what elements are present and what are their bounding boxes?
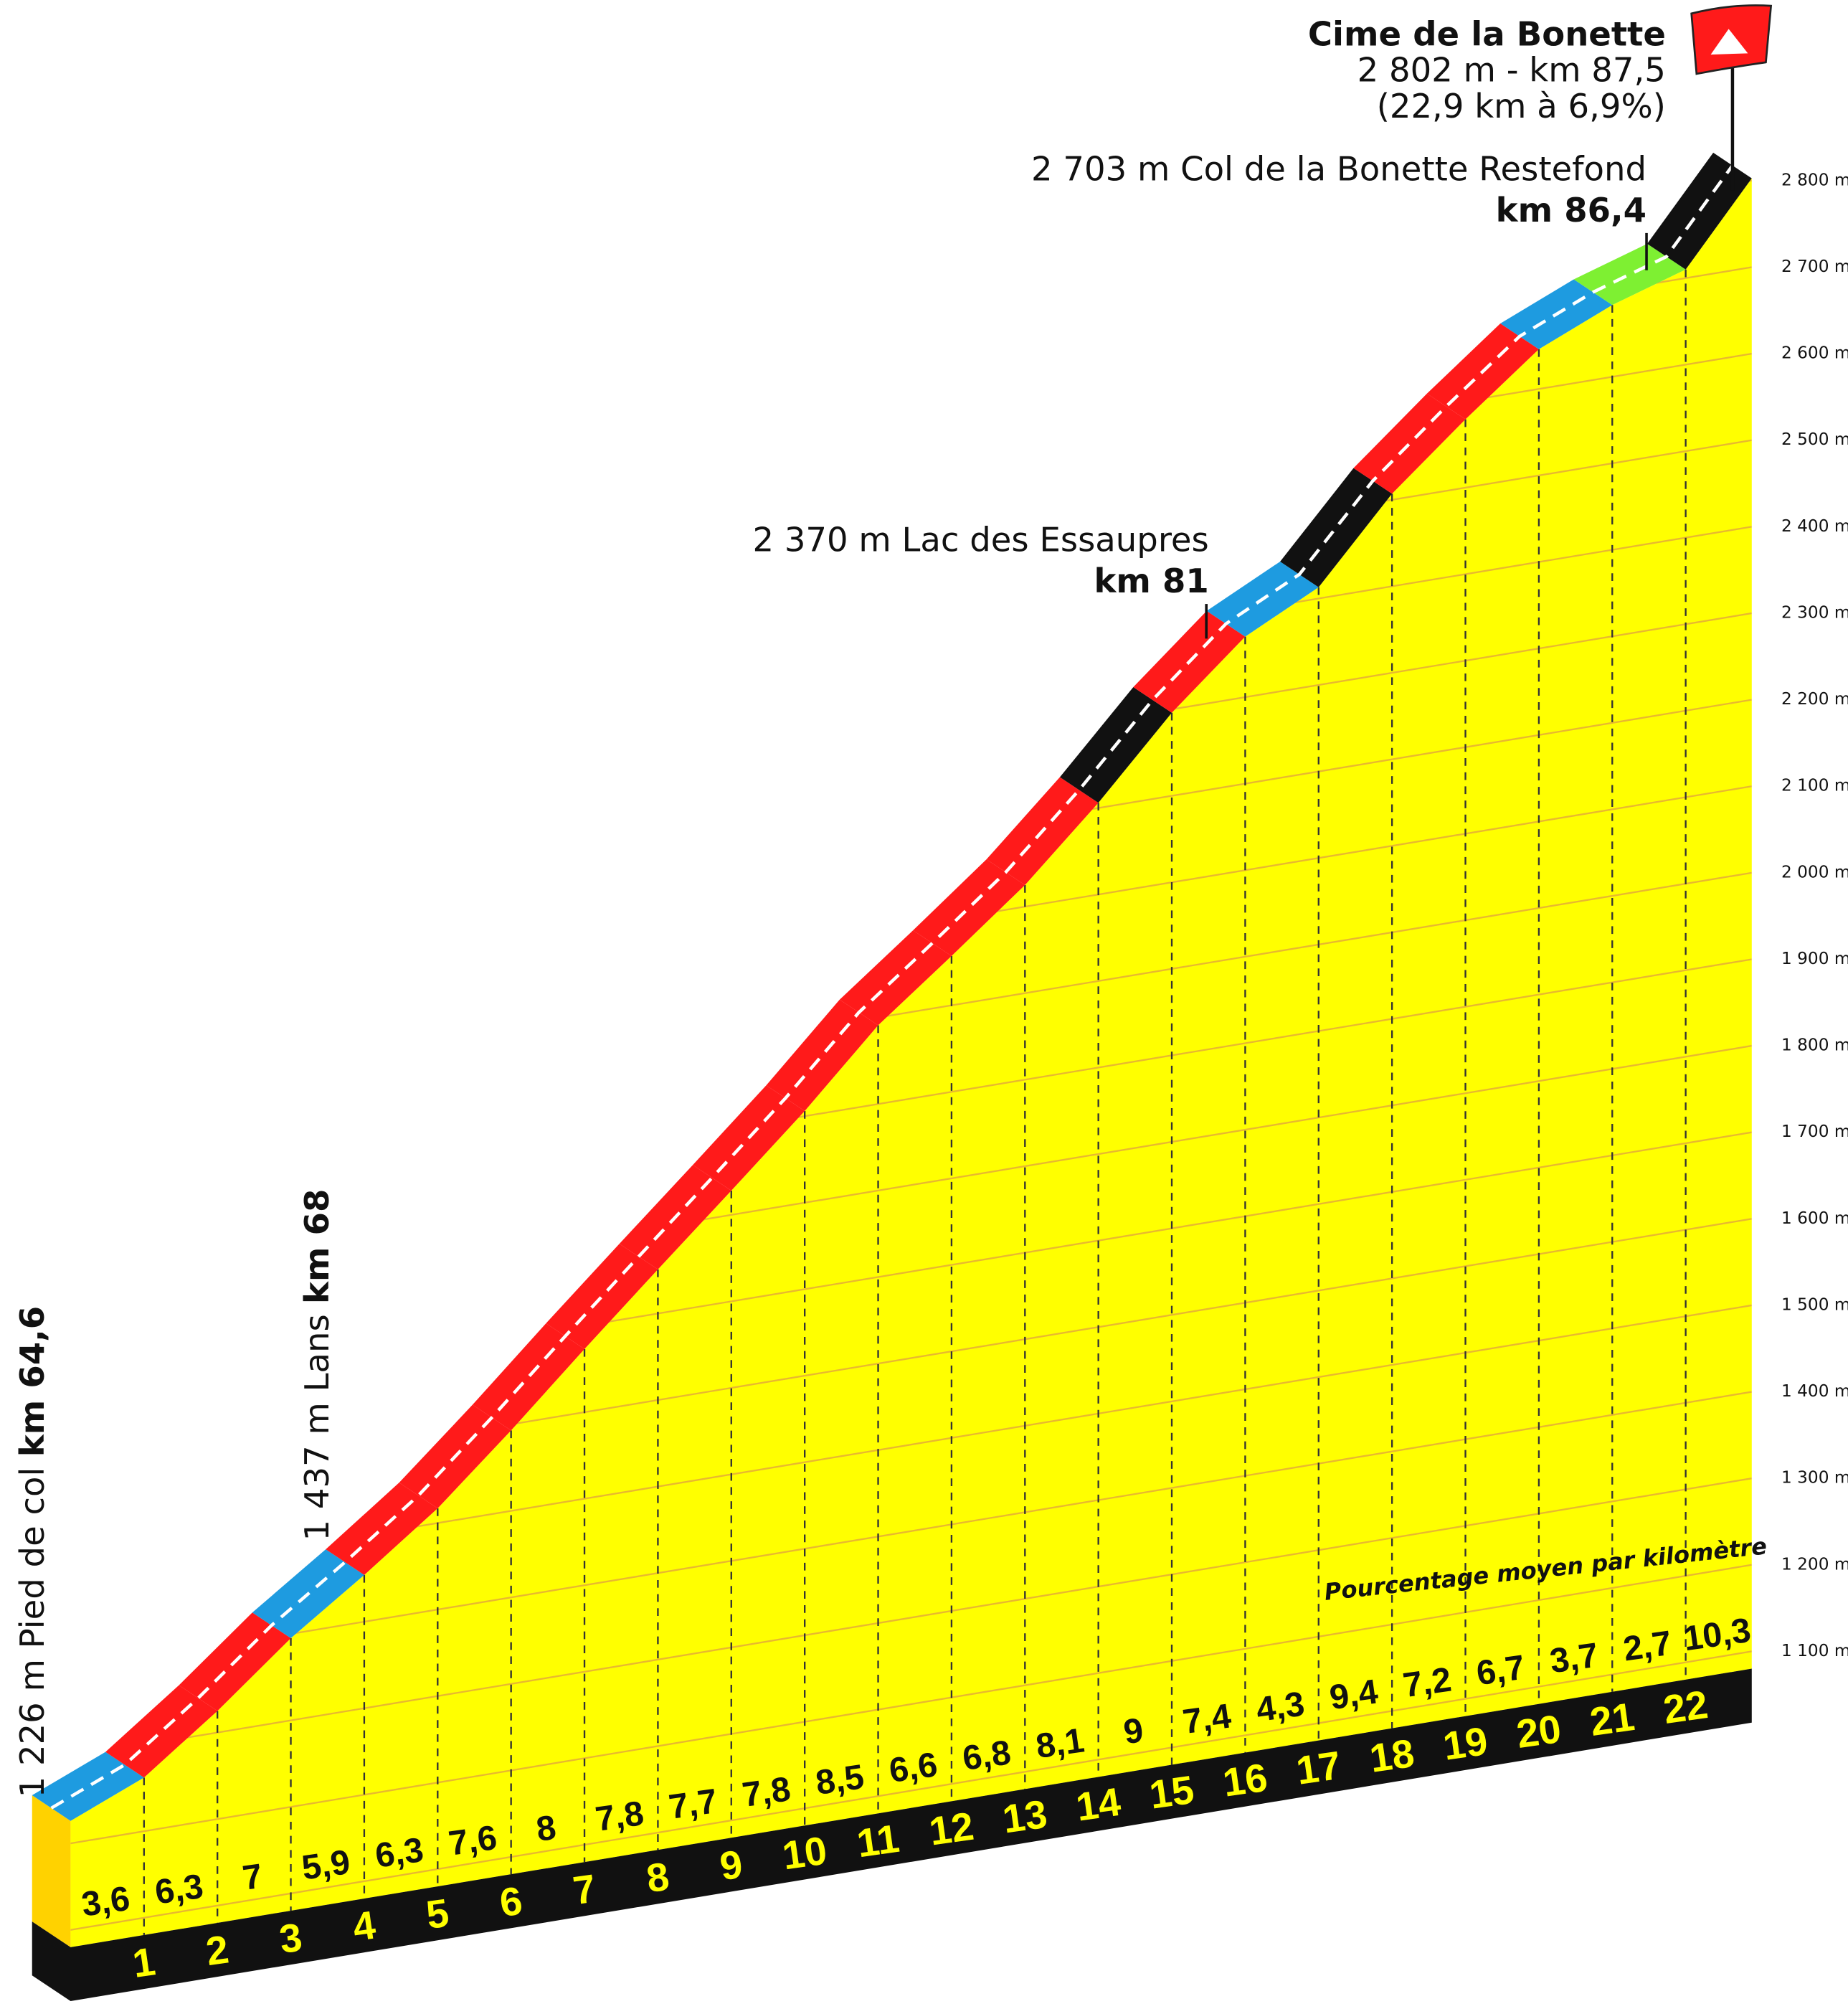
gradient-label: 7,6 (446, 1818, 499, 1863)
y-tick-label: 2 300 m (1781, 602, 1848, 622)
road-segment (546, 1244, 658, 1349)
y-tick-label: 2 000 m (1781, 862, 1848, 881)
gradient-label: 8,1 (1033, 1721, 1086, 1766)
gradient-label: 3,7 (1548, 1636, 1601, 1681)
y-tick-label: 1 100 m (1781, 1641, 1848, 1660)
km-label: 21 (1587, 1694, 1637, 1744)
road-segment (913, 859, 1025, 956)
annotation-label: 1 437 m Lans (298, 1314, 336, 1541)
road-segment (1353, 393, 1466, 494)
annotation: 1 437 m Lans km 68 (298, 1189, 336, 1541)
annotation: 1 226 m Pied de col km 64,6 (13, 1306, 52, 1798)
km-label: 16 (1220, 1755, 1270, 1805)
y-tick-label: 2 400 m (1781, 516, 1848, 536)
annotation-km: km 86,4 (1496, 191, 1646, 230)
y-tick-label: 1 500 m (1781, 1295, 1848, 1314)
gradient-label: 6,3 (153, 1867, 206, 1912)
road-segment (766, 999, 878, 1111)
km-label: 13 (1000, 1792, 1050, 1842)
km-label: 20 (1514, 1706, 1564, 1757)
km-label: 18 (1367, 1731, 1417, 1781)
annotation-label: 2 370 m Lac des Essaupres (752, 521, 1208, 559)
km-label: 12 (927, 1804, 977, 1854)
km-label: 10 (780, 1828, 830, 1878)
km-label: 14 (1074, 1779, 1124, 1830)
gradient-label: 7,4 (1180, 1696, 1233, 1741)
gradient-label: 7,7 (666, 1782, 719, 1827)
y-tick-label: 1 600 m (1781, 1209, 1848, 1228)
y-tick-label: 1 700 m (1781, 1122, 1848, 1141)
y-tick-label: 1 900 m (1781, 949, 1848, 968)
gradient-label: 2,7 (1621, 1624, 1674, 1669)
gradient-label: 9,4 (1327, 1672, 1380, 1717)
y-tick-label: 1 300 m (1781, 1468, 1848, 1488)
grid-line (70, 1478, 1752, 1758)
km-label: 17 (1294, 1743, 1344, 1793)
grid-line (70, 1650, 1752, 1931)
y-tick-label: 1 400 m (1781, 1381, 1848, 1401)
gradient-label: 8,5 (813, 1757, 866, 1802)
annotation-label: 2 703 m Col de la Bonette Restefond (1031, 150, 1646, 189)
annotation-km: km 68 (298, 1189, 336, 1304)
gradient-label: 7,8 (593, 1794, 646, 1839)
y-tick-label: 2 700 m (1781, 257, 1848, 276)
y-tick-label: 2 200 m (1781, 689, 1848, 709)
km-label: 15 (1147, 1767, 1197, 1817)
gradient-label: 6,8 (960, 1733, 1013, 1778)
road-segment (472, 1323, 585, 1431)
summary: (22,9 km à 6,9%) (1377, 87, 1666, 126)
title: Cime de la Bonette (1308, 15, 1666, 54)
km-label: 11 (854, 1816, 902, 1866)
annotation-km: km 64,6 (13, 1306, 52, 1457)
gradient-label: 10,3 (1681, 1611, 1753, 1659)
subtitle: 2 802 m - km 87,5 (1357, 51, 1666, 90)
grid-line (70, 1391, 1752, 1672)
annotation-km: km 81 (1094, 562, 1208, 600)
annotation-label: 1 226 m Pied de col (13, 1467, 52, 1798)
road-segment (1280, 468, 1393, 587)
y-tick-label: 2 500 m (1781, 430, 1848, 449)
center-line (50, 164, 1734, 1810)
gradient-label: 6,6 (886, 1745, 939, 1790)
gradient-label: 6,3 (373, 1830, 426, 1876)
gradient-label: 3,6 (79, 1879, 132, 1924)
km-label: 22 (1661, 1682, 1711, 1732)
gradient-label: 5,9 (300, 1843, 353, 1888)
y-tick-label: 2 600 m (1781, 344, 1848, 363)
km-label: 19 (1441, 1718, 1491, 1769)
grid-line (70, 1564, 1752, 1845)
gradient-label: 6,7 (1474, 1648, 1527, 1693)
y-tick-label: 1 800 m (1781, 1036, 1848, 1055)
flag-icon (1710, 29, 1748, 55)
y-tick-label: 2 800 m (1781, 170, 1848, 189)
road-segment (1646, 152, 1752, 270)
side-face (32, 1795, 71, 1947)
profile-face (70, 178, 1752, 1947)
gradient-label: 4,3 (1254, 1684, 1307, 1729)
gradient-label: 7,8 (740, 1769, 793, 1815)
road-segment (326, 1483, 438, 1575)
y-tick-label: 1 200 m (1781, 1554, 1848, 1574)
base-strip (32, 1668, 1752, 2002)
road-segment (105, 1685, 218, 1778)
y-tick-label: 2 100 m (1781, 776, 1848, 795)
gradient-label: 7,2 (1401, 1660, 1454, 1706)
